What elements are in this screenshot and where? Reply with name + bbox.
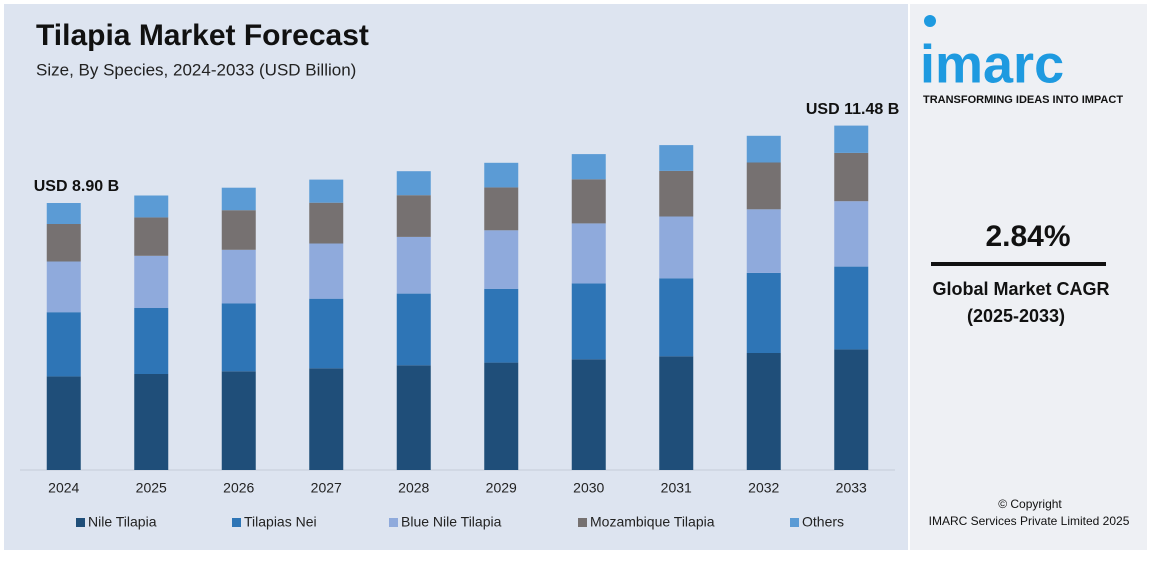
x-tick-label: 2030: [573, 480, 604, 496]
bar-segment: [221, 210, 256, 250]
bar-segment: [484, 288, 519, 363]
legend-swatch: [790, 518, 799, 527]
legend-label: Tilapias Nei: [244, 514, 317, 530]
legend-swatch: [389, 518, 398, 527]
bar-segment: [221, 187, 256, 211]
bar-segment: [309, 298, 344, 369]
bar-segment: [396, 365, 431, 470]
legend-swatch: [232, 518, 241, 527]
bar-segment: [659, 170, 694, 217]
bar-segment: [834, 201, 869, 267]
x-tick-label: 2025: [136, 480, 167, 496]
bar-segment: [571, 223, 606, 284]
annotation: USD 11.48 B: [806, 101, 899, 118]
bar-segment: [46, 203, 81, 224]
bar-segment: [659, 278, 694, 357]
bar-segment: [746, 353, 781, 470]
bar-segment: [134, 255, 169, 308]
bar-segment: [221, 303, 256, 372]
cagr-value: 2.84%: [985, 220, 1070, 253]
legend-label: Mozambique Tilapia: [590, 514, 715, 530]
bar-segment: [46, 312, 81, 377]
bar-segment: [309, 202, 344, 244]
copyright: © Copyright: [998, 497, 1062, 511]
bar-segment: [309, 243, 344, 299]
bar-segment: [571, 359, 606, 470]
x-tick-label: 2027: [311, 480, 342, 496]
bar-segment: [659, 356, 694, 470]
legend-label: Blue Nile Tilapia: [401, 514, 502, 530]
bar-segment: [484, 230, 519, 289]
bar-segment: [46, 376, 81, 470]
tagline: TRANSFORMING IDEAS INTO IMPACT: [923, 94, 1123, 106]
logo-dot: [924, 15, 936, 27]
bar-segment: [746, 272, 781, 353]
bar-segment: [134, 374, 169, 470]
x-tick-label: 2028: [398, 480, 429, 496]
bar-segment: [134, 308, 169, 374]
annotation: USD 8.90 B: [34, 178, 119, 195]
x-tick-label: 2031: [661, 480, 692, 496]
bar-segment: [396, 293, 431, 366]
bar-segment: [746, 209, 781, 273]
bar-segment: [396, 171, 431, 196]
x-tick-label: 2032: [748, 480, 779, 496]
bar-segment: [484, 362, 519, 470]
bar-segment: [746, 135, 781, 163]
logo: imarc: [920, 34, 1064, 94]
bar-segment: [571, 283, 606, 360]
cagr-label: Global Market CAGR: [932, 279, 1109, 299]
chart-title: Tilapia Market Forecast: [36, 19, 369, 52]
bar-segment: [309, 179, 344, 203]
bar-segment: [659, 145, 694, 171]
chart-subtitle: Size, By Species, 2024-2033 (USD Billion…: [36, 60, 356, 79]
bar-segment: [396, 236, 431, 294]
legend-label: Nile Tilapia: [88, 514, 157, 530]
bar-segment: [221, 249, 256, 304]
bar-segment: [396, 195, 431, 237]
x-tick-label: 2029: [486, 480, 517, 496]
bar-segment: [46, 261, 81, 313]
bar-segment: [484, 162, 519, 188]
bar-segment: [571, 179, 606, 224]
bar-segment: [309, 368, 344, 470]
legend-swatch: [578, 518, 587, 527]
bar-segment: [484, 187, 519, 231]
bar-segment: [134, 217, 169, 256]
x-tick-label: 2026: [223, 480, 254, 496]
bar-segment: [834, 152, 869, 202]
bar-segment: [134, 195, 169, 218]
bar-segment: [834, 349, 869, 470]
bar-segment: [221, 371, 256, 470]
bar-segment: [834, 266, 869, 350]
legend-label: Others: [802, 514, 844, 530]
bar-segment: [659, 216, 694, 279]
bar-segment: [571, 154, 606, 180]
bar-segment: [46, 224, 81, 262]
x-tick-label: 2024: [48, 480, 79, 496]
company: IMARC Services Private Limited 2025: [929, 514, 1130, 528]
bar-segment: [746, 162, 781, 210]
cagr-period: (2025-2033): [967, 306, 1065, 326]
sidebar-panel: [910, 4, 1147, 550]
x-tick-label: 2033: [836, 480, 867, 496]
legend-swatch: [76, 518, 85, 527]
bar-segment: [834, 125, 869, 153]
